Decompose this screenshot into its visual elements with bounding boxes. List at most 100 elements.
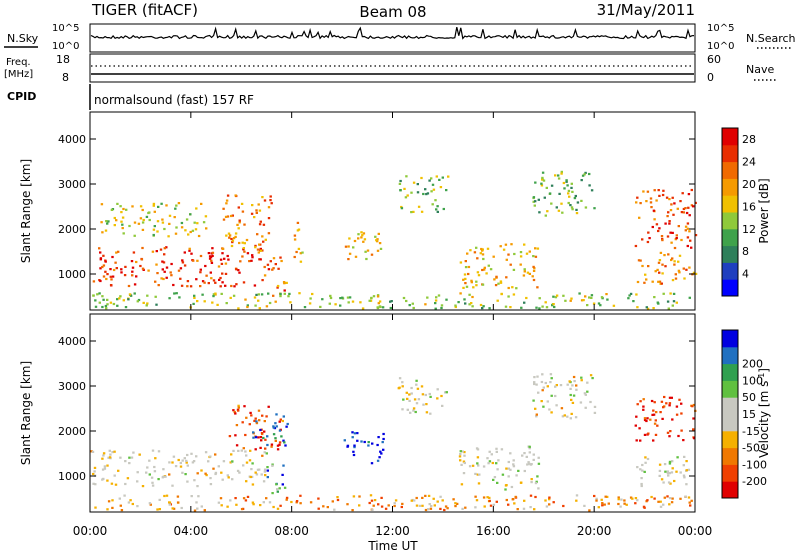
range-cell [221, 272, 224, 275]
range-cell [526, 271, 530, 274]
range-cell [692, 417, 695, 420]
range-cell [149, 503, 152, 506]
range-cell [417, 398, 421, 401]
range-cell [593, 411, 597, 414]
range-cell [641, 238, 644, 241]
range-cell [353, 444, 356, 447]
range-cell [434, 302, 437, 305]
range-cell [661, 239, 664, 242]
range-cell [100, 221, 103, 224]
range-cell [246, 304, 249, 307]
range-cell [688, 230, 691, 233]
range-cell [104, 304, 108, 308]
range-cell [178, 296, 181, 299]
range-cell [94, 506, 97, 509]
range-cell [186, 464, 189, 467]
range-cell [152, 204, 155, 207]
range-cell [228, 234, 232, 237]
range-cell [274, 439, 277, 442]
range-cell [584, 295, 587, 298]
range-cell [119, 504, 122, 507]
range-cell [257, 251, 260, 254]
range-cell [603, 503, 606, 506]
range-cell [157, 284, 160, 287]
range-cell [299, 252, 302, 255]
range-cell [187, 233, 190, 236]
range-cell [566, 415, 569, 418]
range-cell [113, 216, 116, 220]
range-cell [667, 474, 670, 477]
range-cell [636, 306, 639, 309]
range-cell [527, 461, 530, 464]
range-cell [686, 222, 690, 225]
range-cell [266, 476, 269, 479]
range-cell [501, 473, 505, 476]
range-cell [171, 484, 174, 487]
range-cell [217, 501, 221, 504]
range-cell [662, 503, 665, 506]
range-cell [475, 280, 478, 283]
range-cell [262, 436, 265, 440]
range-cell [402, 296, 406, 300]
freq-tick-top: 18 [56, 53, 70, 66]
range-cell [560, 202, 563, 205]
range-cell [635, 293, 638, 296]
range-cell [428, 179, 431, 182]
range-cell [543, 196, 546, 199]
range-cell [683, 476, 686, 479]
range-cell [137, 222, 141, 225]
range-cell [204, 451, 208, 454]
range-cell [362, 232, 366, 235]
range-cell [255, 209, 258, 212]
range-cell [540, 182, 543, 185]
range-cell [229, 296, 232, 299]
range-cell [668, 462, 672, 465]
range-cell [259, 428, 262, 432]
range-cell [221, 478, 224, 481]
range-cell [238, 271, 241, 274]
range-cell [251, 204, 254, 207]
range-cell [368, 299, 371, 302]
range-cell [588, 509, 591, 512]
range-cell [90, 450, 93, 453]
range-cell [132, 251, 136, 254]
range-cell [256, 248, 260, 251]
range-cell [688, 501, 691, 504]
range-cell [212, 467, 215, 470]
range-cell [512, 459, 515, 462]
range-cell [376, 294, 380, 297]
range-cell [295, 500, 299, 503]
range-cell [246, 305, 249, 309]
range-cell [677, 225, 680, 228]
range-cell [196, 222, 199, 225]
range-cell [452, 498, 455, 501]
range-cell [682, 267, 685, 270]
range-cell [545, 186, 548, 189]
range-cell [532, 278, 536, 282]
range-cell [599, 304, 602, 307]
range-cell [572, 375, 576, 379]
range-cell [682, 464, 685, 467]
range-cell [279, 295, 282, 298]
range-cell [668, 396, 672, 399]
range-cell [104, 270, 107, 273]
range-cell [660, 400, 664, 403]
range-cell [308, 302, 312, 305]
range-cell [567, 189, 571, 192]
range-cell [488, 460, 492, 463]
range-cell [424, 303, 427, 306]
range-cell [675, 470, 678, 473]
range-cell [680, 429, 683, 432]
range-cell [575, 499, 578, 502]
range-cell [232, 409, 235, 412]
range-cell [107, 456, 110, 459]
range-cell [249, 475, 252, 479]
range-cell [666, 215, 669, 218]
range-cell [476, 456, 480, 459]
range-cell [662, 189, 665, 192]
range-cell [260, 473, 263, 476]
range-cell [554, 174, 557, 177]
range-cell [675, 234, 678, 237]
range-cell [561, 211, 564, 214]
range-cell [408, 393, 411, 396]
